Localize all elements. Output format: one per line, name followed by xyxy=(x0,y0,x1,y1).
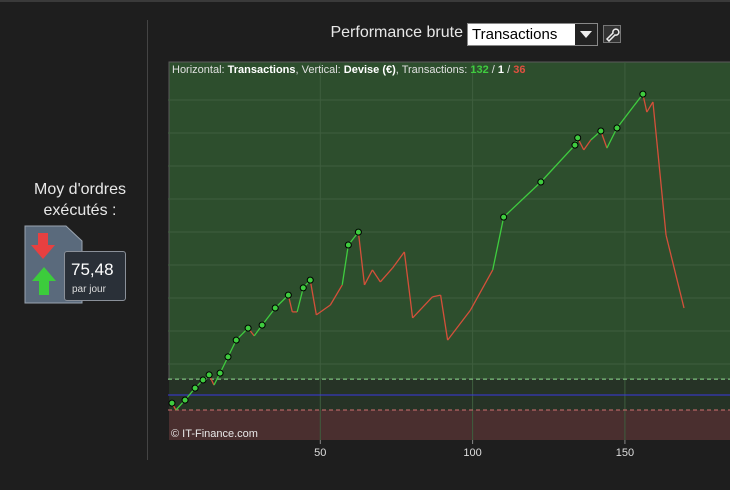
info-losses: 36 xyxy=(513,64,525,76)
new-high-point xyxy=(191,384,199,392)
curve-segment xyxy=(432,294,441,298)
orders-value: 75,48 xyxy=(71,260,114,279)
new-high-point xyxy=(244,324,252,332)
curve-segment xyxy=(616,93,644,129)
new-high-point xyxy=(284,291,292,299)
curve-segment xyxy=(652,101,667,236)
info-v-label: , Vertical: xyxy=(296,64,344,76)
new-high-point xyxy=(216,369,224,377)
curve-segment xyxy=(261,307,276,326)
info-neutral: 1 xyxy=(498,64,504,76)
curve-segment xyxy=(646,101,654,113)
new-high-point xyxy=(613,124,621,132)
header-title: Performance brute xyxy=(330,24,463,41)
curve-segment xyxy=(329,284,343,306)
orders-unit: par jour xyxy=(72,284,106,295)
curve-segment xyxy=(403,251,414,318)
curve-segment xyxy=(296,287,304,313)
curve-segment xyxy=(503,181,542,218)
info-wins: 132 xyxy=(470,64,488,76)
orders-label: Moy d'ordres exécutés : xyxy=(34,181,126,219)
new-high-point xyxy=(271,304,279,312)
curve-segment xyxy=(357,232,366,285)
info-v-value: Devise (€) xyxy=(344,64,396,76)
curve-segment xyxy=(469,269,494,311)
curve-segment xyxy=(447,309,471,341)
curve-segment xyxy=(315,304,331,316)
x-tick-label: 150 xyxy=(616,447,634,459)
x-tick-label: 100 xyxy=(463,447,481,459)
info-h-value: Transactions xyxy=(228,64,296,76)
curve-segment xyxy=(606,127,618,149)
curve-segment xyxy=(309,279,317,316)
curve-segment xyxy=(341,244,349,285)
watermark: © IT-Finance.com xyxy=(171,428,258,440)
settings-button[interactable] xyxy=(603,25,621,43)
chart-info: Horizontal: Transactions, Vertical: Devi… xyxy=(172,64,525,76)
new-high-point xyxy=(224,353,232,361)
new-high-point xyxy=(205,371,213,379)
new-high-point xyxy=(232,336,240,344)
new-high-point xyxy=(181,396,189,404)
info-sep: / xyxy=(504,64,513,76)
curve-segment xyxy=(363,269,373,286)
new-high-point xyxy=(299,284,307,292)
new-high-point xyxy=(571,141,579,149)
curve-segment xyxy=(412,296,433,319)
new-high-point xyxy=(597,127,605,135)
x-tick-label: 50 xyxy=(314,447,326,459)
new-high-point xyxy=(199,376,207,384)
curve-segment xyxy=(371,269,381,283)
new-high-point xyxy=(537,178,545,186)
dropdown[interactable]: Transactions xyxy=(467,23,598,46)
info-sep: / xyxy=(489,64,498,76)
new-high-point xyxy=(639,90,647,98)
top-bar xyxy=(0,0,730,2)
new-high-point xyxy=(344,241,352,249)
orders-card: 75,48 par jour xyxy=(64,251,126,301)
curve-segment xyxy=(439,295,449,341)
curve-segment xyxy=(583,139,592,151)
new-high-point xyxy=(168,399,176,407)
dropdown-value: Transactions xyxy=(472,26,558,43)
info-h-label: Horizontal: xyxy=(172,64,228,76)
new-high-point xyxy=(306,276,314,284)
separator xyxy=(147,20,148,460)
loss-zone xyxy=(169,410,730,440)
info-t-label: , Transactions: xyxy=(396,64,471,76)
curve-segment xyxy=(379,267,393,283)
new-high-point xyxy=(574,134,582,142)
curve-segment xyxy=(540,144,576,183)
curve-segment xyxy=(665,234,685,309)
new-high-point xyxy=(354,228,362,236)
dropdown-button[interactable] xyxy=(575,24,597,45)
new-high-point xyxy=(258,321,266,329)
new-high-point xyxy=(500,213,508,221)
curve-segment xyxy=(492,216,505,271)
curve-segment xyxy=(391,251,405,269)
